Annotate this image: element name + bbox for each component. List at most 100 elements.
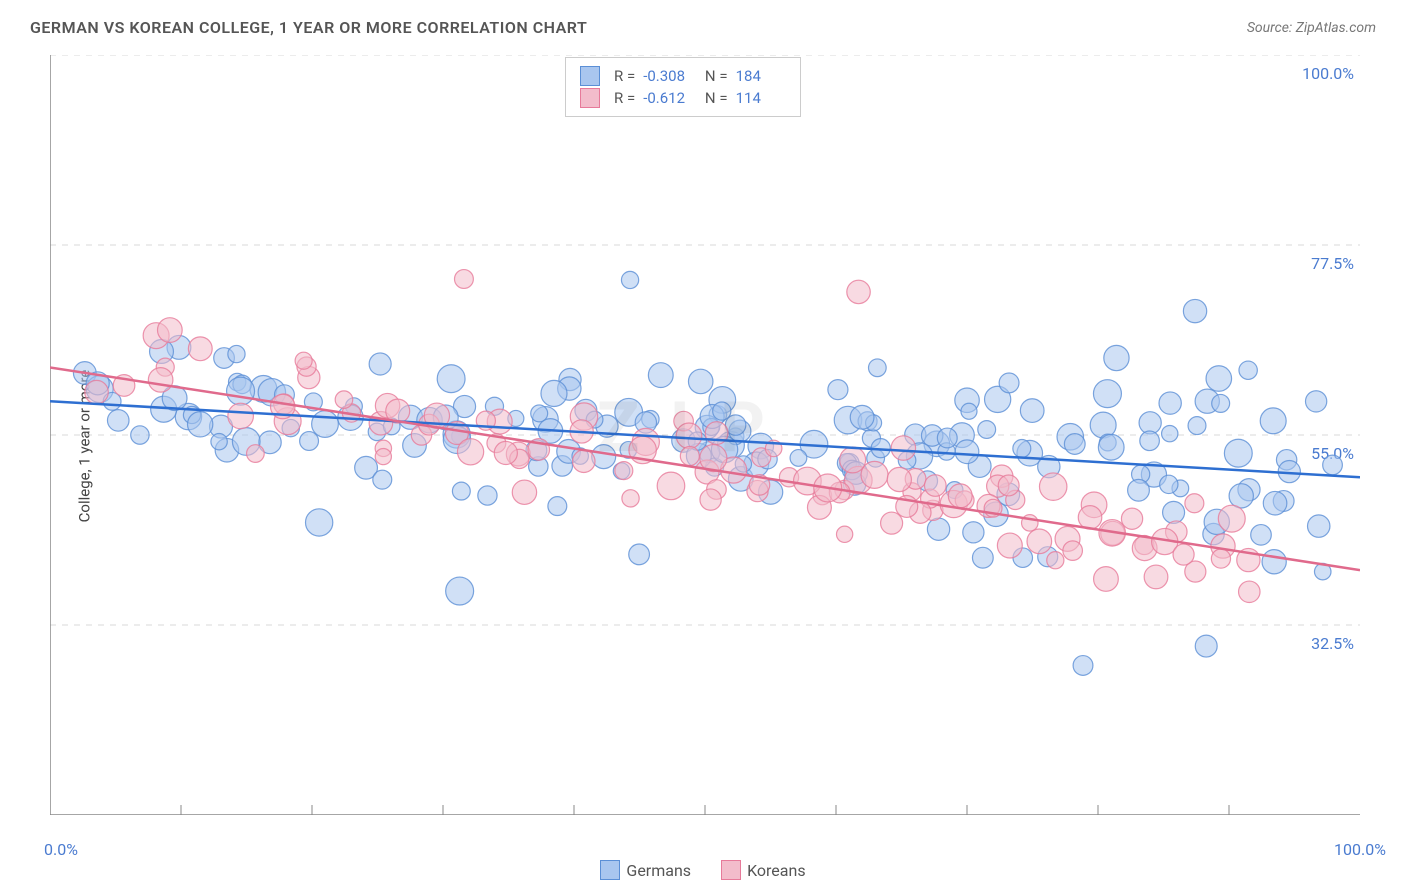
- data-point: [1047, 552, 1064, 569]
- data-point: [478, 486, 497, 505]
- stat-n-label: N =: [701, 67, 727, 85]
- data-point: [512, 480, 536, 504]
- data-point: [648, 363, 673, 388]
- data-point: [840, 447, 866, 473]
- data-point: [247, 445, 265, 463]
- data-point: [148, 368, 173, 393]
- data-point: [622, 490, 639, 507]
- source-label: Source: ZipAtlas.com: [1247, 20, 1376, 36]
- x-axis-left-label: 0.0%: [44, 840, 78, 859]
- data-point: [868, 359, 886, 377]
- data-point: [1063, 541, 1083, 561]
- data-point: [107, 410, 129, 432]
- y-tick-label: 32.5%: [1311, 634, 1354, 653]
- legend-item: Germans: [600, 860, 691, 880]
- stat-r-value: -0.612: [643, 89, 693, 107]
- data-point: [629, 544, 650, 565]
- data-point: [1173, 544, 1194, 565]
- data-point: [1020, 399, 1044, 423]
- data-point: [1195, 635, 1217, 657]
- data-point: [131, 426, 149, 444]
- data-point: [891, 436, 915, 460]
- x-axis-right-label: 100.0%: [1334, 840, 1386, 859]
- data-point: [369, 353, 391, 375]
- data-point: [657, 472, 685, 500]
- data-point: [305, 509, 332, 536]
- stat-n-label: N =: [701, 89, 727, 107]
- data-point: [1163, 501, 1185, 523]
- data-point: [1212, 394, 1230, 412]
- data-point: [1094, 567, 1119, 592]
- legend-item: Koreans: [721, 860, 806, 880]
- data-point: [541, 380, 567, 406]
- data-point: [1185, 494, 1204, 513]
- legend-label: Koreans: [747, 861, 806, 880]
- data-point: [887, 467, 911, 491]
- data-point: [295, 352, 312, 369]
- data-point: [978, 421, 996, 439]
- data-point: [1183, 299, 1206, 322]
- data-point: [1263, 491, 1287, 515]
- chart-area: 32.5%55.0%77.5%100.0% ZIP R =-0.308 N =1…: [50, 55, 1396, 832]
- data-point: [1308, 515, 1330, 537]
- data-point: [1064, 434, 1085, 455]
- scatter-chart: 32.5%55.0%77.5%100.0%: [50, 55, 1360, 815]
- data-point: [228, 345, 245, 362]
- data-point: [228, 403, 254, 429]
- data-point: [1224, 439, 1252, 467]
- data-point: [494, 441, 517, 464]
- data-point: [1121, 508, 1142, 529]
- legend: Germans Koreans: [0, 860, 1406, 880]
- data-point: [700, 489, 721, 510]
- data-point: [227, 377, 255, 405]
- stat-r-label: R =: [614, 89, 635, 107]
- data-point: [1073, 656, 1093, 676]
- data-point: [592, 445, 616, 469]
- legend-label: Germans: [626, 861, 691, 880]
- data-point: [1211, 549, 1230, 568]
- data-point: [446, 577, 474, 605]
- data-point: [999, 373, 1019, 393]
- data-point: [713, 402, 731, 420]
- data-point: [457, 439, 483, 465]
- data-point: [680, 447, 699, 466]
- data-point: [1323, 455, 1343, 475]
- data-point: [1128, 479, 1150, 501]
- legend-swatch: [600, 860, 620, 880]
- data-point: [335, 391, 353, 409]
- data-point: [615, 462, 633, 480]
- data-point: [1229, 484, 1253, 508]
- data-point: [300, 432, 319, 451]
- data-point: [1262, 550, 1286, 574]
- data-point: [961, 403, 977, 419]
- data-point: [1218, 505, 1245, 532]
- data-point: [1239, 361, 1257, 379]
- data-point: [548, 497, 567, 516]
- data-point: [573, 450, 595, 472]
- data-point: [850, 405, 874, 429]
- data-point: [847, 280, 870, 303]
- data-point: [836, 526, 852, 542]
- stat-row: R = -0.612 N = 114: [580, 88, 786, 108]
- stat-n-value: 114: [736, 89, 786, 107]
- y-tick-label: 77.5%: [1311, 254, 1354, 273]
- data-point: [881, 512, 903, 534]
- data-point: [924, 475, 946, 497]
- data-point: [1305, 391, 1326, 412]
- correlation-stats-box: R =-0.308 N =184R =-0.612 N =114: [565, 57, 801, 117]
- data-point: [1039, 473, 1066, 500]
- data-point: [1078, 506, 1102, 530]
- data-point: [1159, 392, 1181, 414]
- legend-swatch: [580, 66, 600, 86]
- stat-n-value: 184: [736, 67, 786, 85]
- data-point: [1188, 417, 1206, 435]
- data-point: [955, 440, 979, 464]
- data-point: [927, 518, 949, 540]
- data-point: [1251, 525, 1272, 546]
- stat-row: R =-0.308 N =184: [580, 66, 786, 86]
- chart-title: GERMAN VS KOREAN COLLEGE, 1 YEAR OR MORE…: [30, 18, 587, 37]
- data-point: [1098, 434, 1124, 460]
- legend-swatch: [580, 88, 600, 108]
- data-point: [963, 522, 984, 543]
- data-point: [828, 380, 848, 400]
